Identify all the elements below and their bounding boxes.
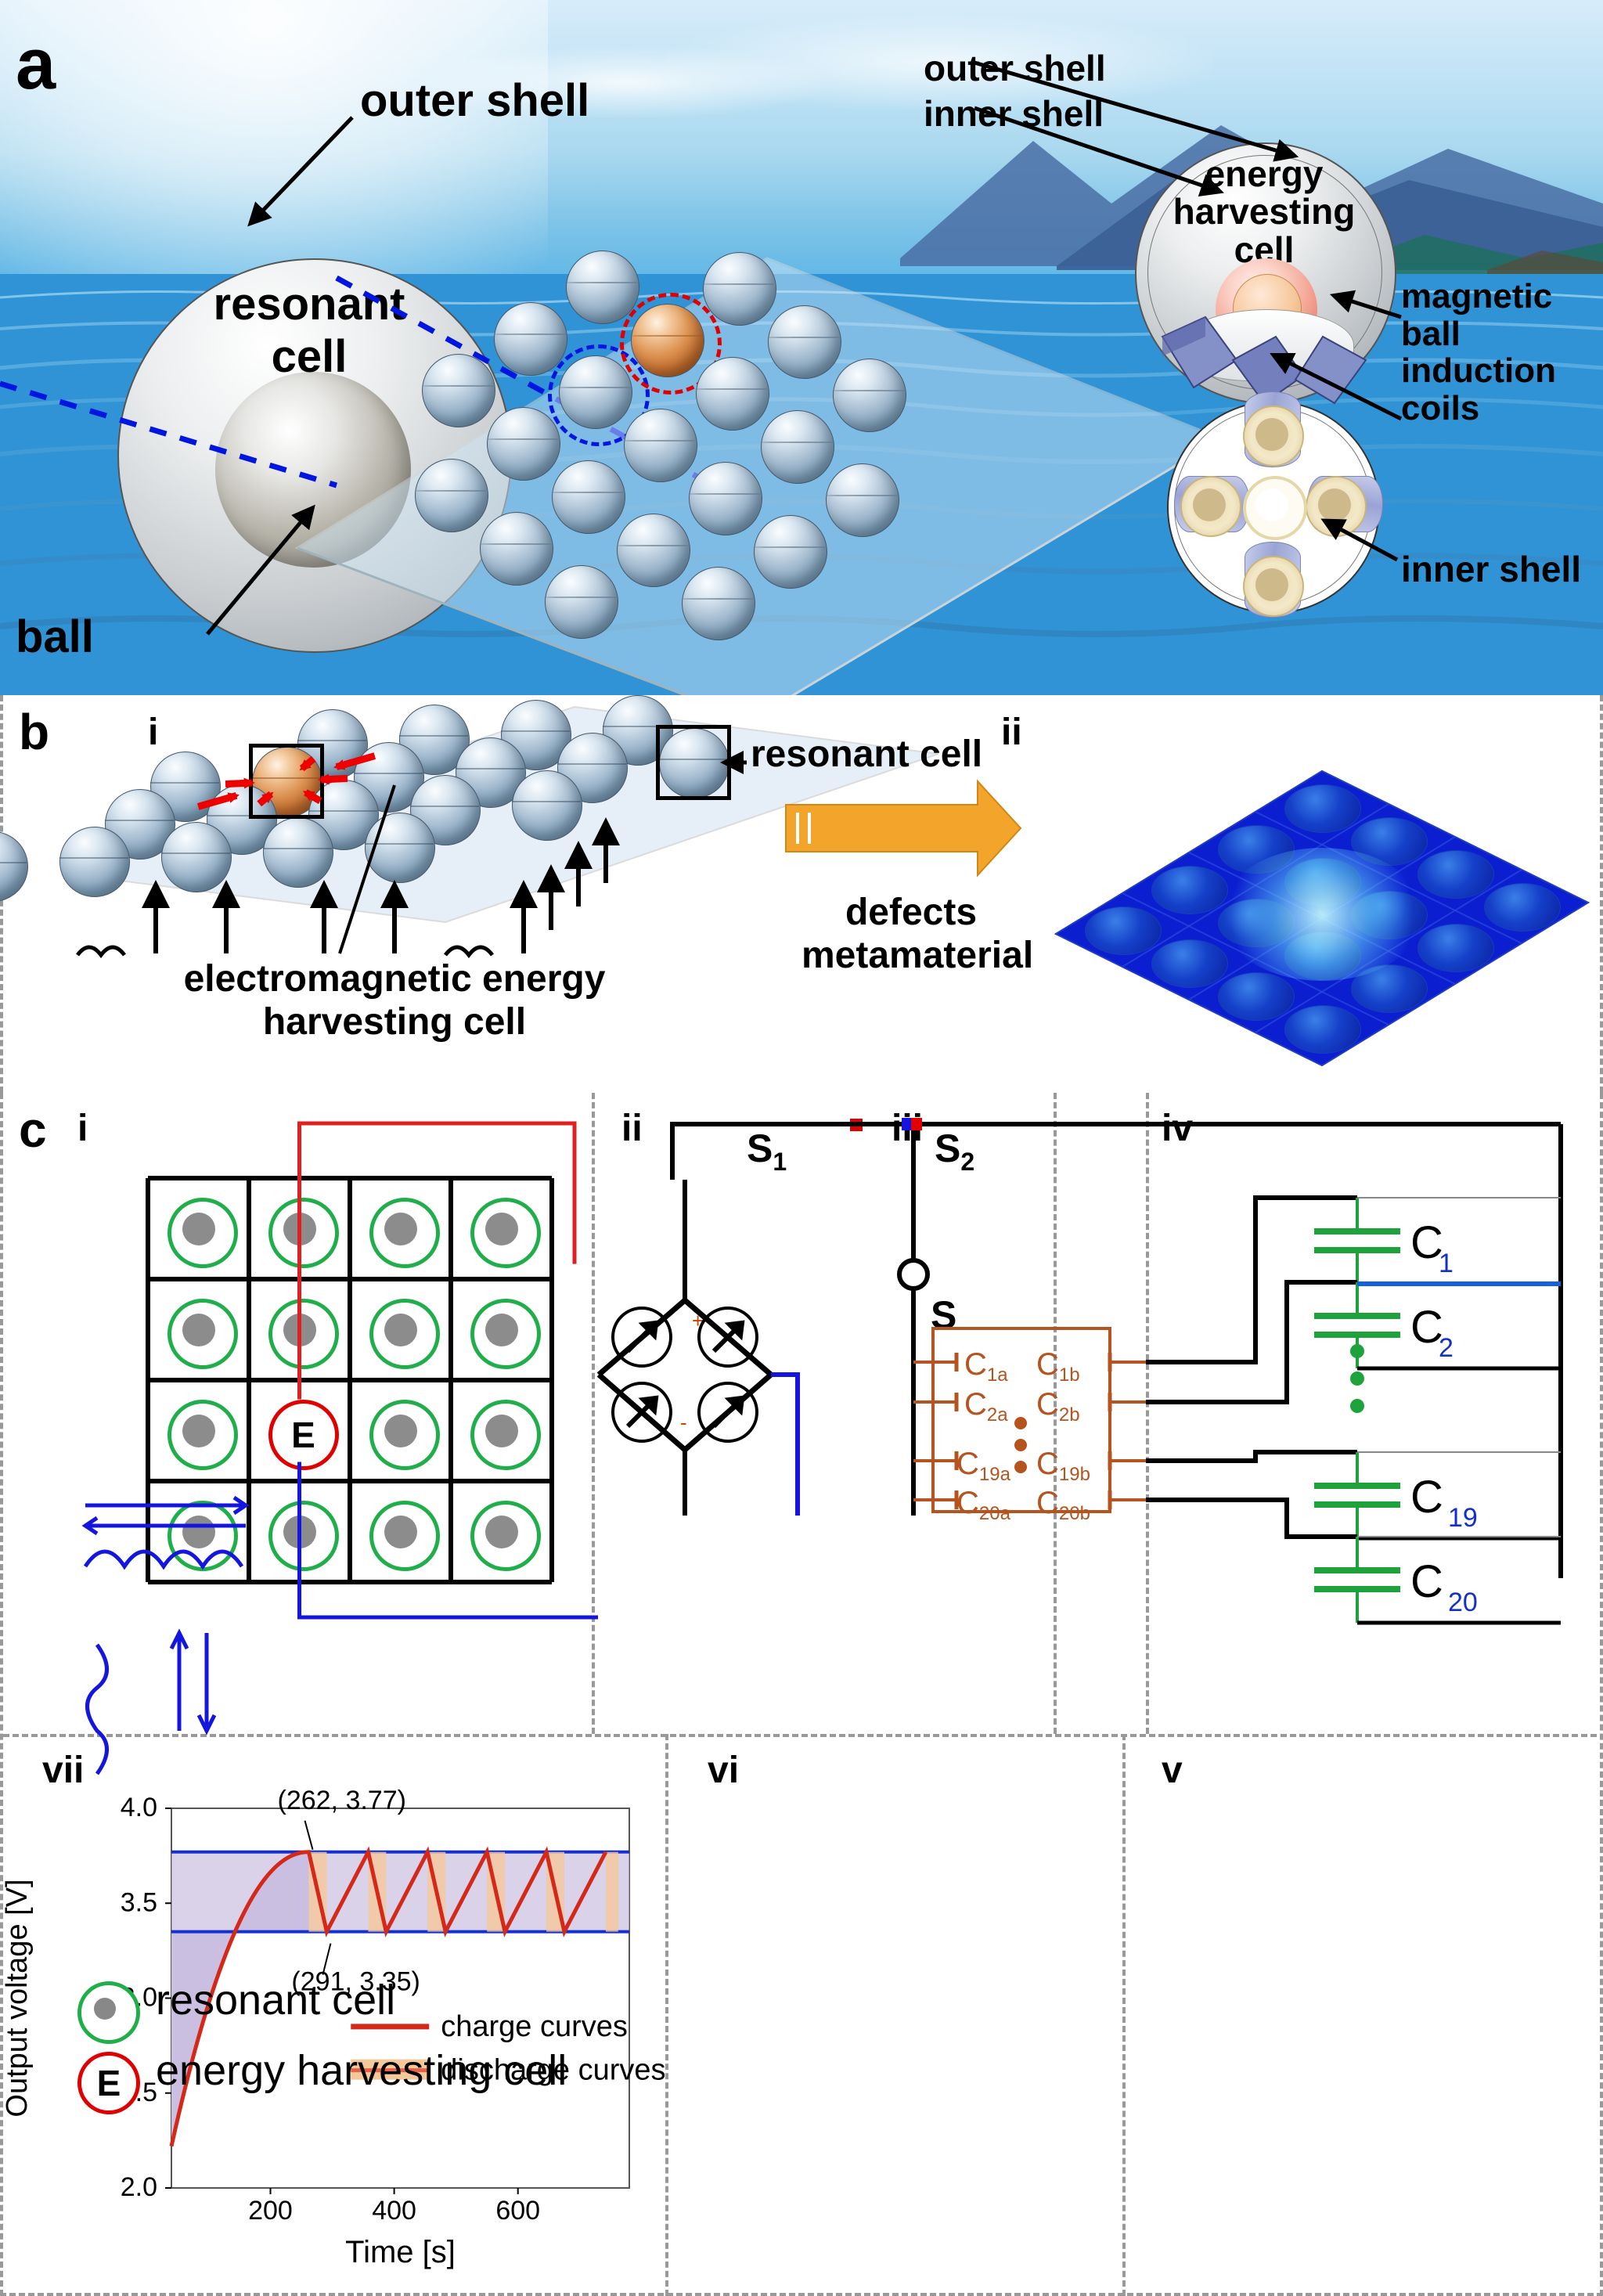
svg-text:C19a: C19a xyxy=(956,1447,1011,1485)
svg-text:Output voltage [V]: Output voltage [V] xyxy=(3,1879,34,2117)
svg-text:charge curves: charge curves xyxy=(441,2010,628,2043)
svg-text:Time [s]: Time [s] xyxy=(345,2235,456,2269)
svg-text:C2b: C2b xyxy=(1036,1387,1080,1426)
svg-text:C1a: C1a xyxy=(964,1347,1008,1386)
svg-text:C19b: C19b xyxy=(1036,1447,1090,1485)
svg-text:C20a: C20a xyxy=(956,1486,1011,1524)
svg-text:C2a: C2a xyxy=(964,1387,1008,1426)
svg-text:400: 400 xyxy=(372,2196,416,2226)
svg-text:C20b: C20b xyxy=(1036,1486,1090,1524)
svg-text:C1b: C1b xyxy=(1036,1347,1080,1386)
svg-text:3.5: 3.5 xyxy=(121,1887,157,1917)
svg-text:600: 600 xyxy=(495,2196,540,2226)
svg-text:200: 200 xyxy=(248,2196,293,2226)
svg-text:2.0: 2.0 xyxy=(121,2172,157,2202)
